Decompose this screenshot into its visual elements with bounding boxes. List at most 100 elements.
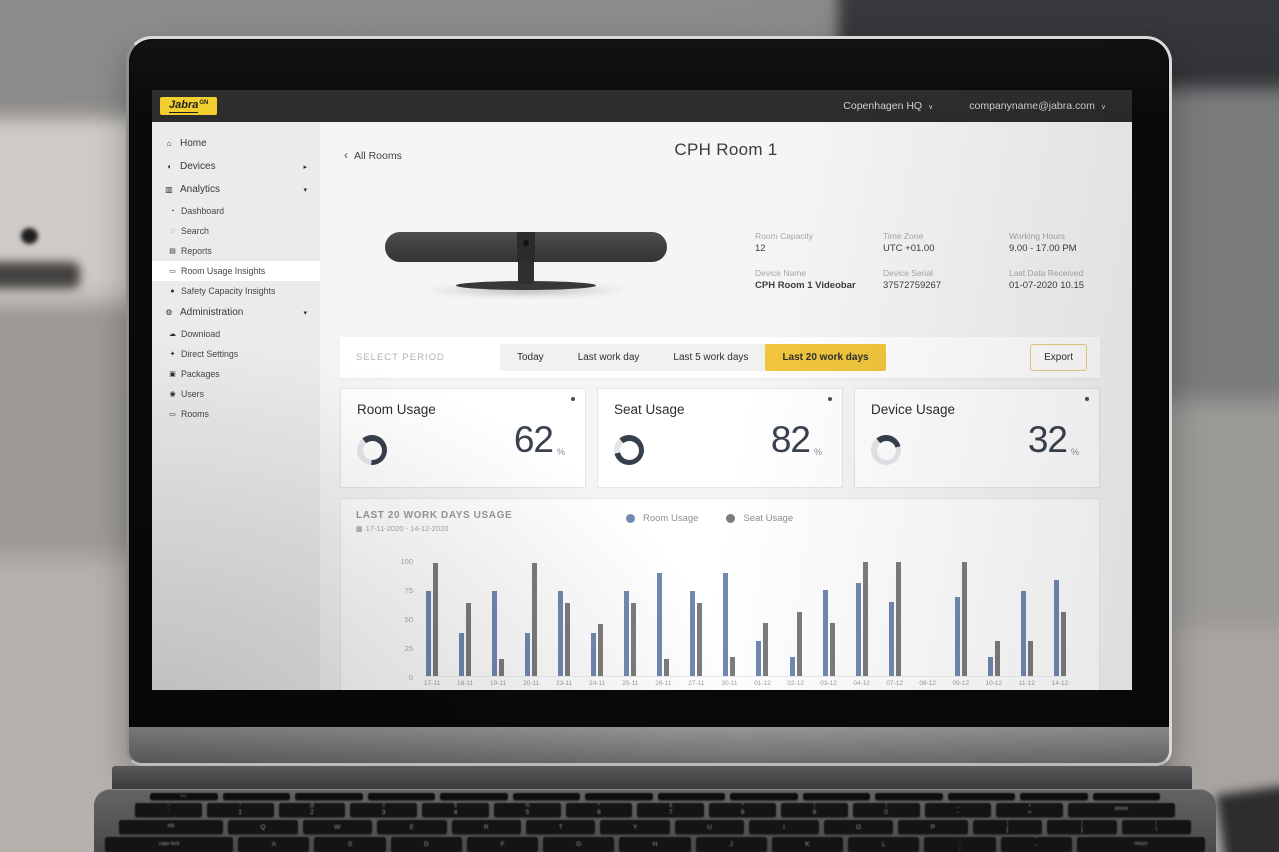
headset-icon: ◖ [166,162,172,171]
key-s: S [314,837,386,852]
bar-seat-usage [565,602,571,676]
key-a: A [238,837,310,852]
x-tick: 10-12 [985,680,1003,687]
back-link[interactable]: ‹ All Rooms [344,148,402,162]
sidebar-item-search[interactable]: ◌ Search [152,221,320,241]
key-d: D [390,837,462,852]
period-bar: SELECT PERIOD Today Last work day Last 5 w… [340,337,1100,378]
sidebar-item-download[interactable]: ☁ Download [152,324,320,344]
info-value: 37572759267 [883,280,942,291]
sidebar-item-label: Dashboard [181,206,225,216]
x-tick: 17-11 [423,680,441,687]
key-1: ! 1 [206,803,274,817]
org-selector[interactable]: Copenhagen HQ ∨ [843,100,933,112]
x-tick: 20-11 [523,680,540,687]
account-selector[interactable]: companyname@jabra.com ∨ [969,100,1106,112]
export-button[interactable]: Export [1030,344,1087,371]
key-6: ^ 6 [565,803,633,817]
bar-group-20-11: 20-11 [523,560,539,687]
info-dot-icon[interactable] [571,397,575,401]
bar-group-26-11: 26-11 [655,560,671,687]
period-option-last-work-day[interactable]: Last work day [577,352,640,363]
device-info-device-name: Device Name CPH Room 1 Videobar [755,268,883,291]
keyboard-row: ~ ` ! 1 @2 #3 $4 % 5 ^ 6 & 7 * 8 (9) 0 _ - + = delete [135,803,1175,817]
device-info-working-hours: Working Hours 9.00 - 17.00 PM [1009,231,1132,254]
sidebar-item-analytics[interactable]: ▥ Analytics ▾ [152,178,320,201]
usage-ring [357,435,387,465]
bar-room-usage [492,591,498,676]
key-u: U [674,819,745,835]
info-dot-icon[interactable] [1085,397,1089,401]
bar-room-usage [789,657,795,676]
sidebar-item-label: Rooms [181,409,209,419]
dashboard-icon: ◔ [170,207,175,215]
jabra-logo[interactable]: JabraGN [160,96,218,116]
usage-unit: % [1070,447,1079,457]
sidebar-item-dashboard[interactable]: ◔ Dashboard [152,201,320,221]
info-value: 12 [755,243,766,254]
bar-seat-usage [862,562,868,676]
bar-group-18-11: 18-11 [457,560,473,687]
bar-room-usage [987,657,993,676]
sidebar-item-devices[interactable]: ◖ Devices ▸ [152,155,320,178]
period-option-last-5-work-days[interactable]: Last 5 work days [673,352,749,363]
bar-group-03-12: 03-12 [820,560,837,687]
sidebar-item-safety-capacity-insights[interactable]: ● Safety Capacity Insights [152,281,320,301]
card-seat-usage: Seat Usage 82% [597,388,843,488]
key-fn: | \ [1121,819,1192,835]
key-r: R [451,819,521,835]
key-8: * 8 [709,803,777,817]
key-return: return [1076,837,1206,852]
key-esc: esc [150,793,218,801]
sidebar-item-administration[interactable]: ⚙ Administration ▾ [152,301,320,324]
key-fn [295,793,363,801]
chart-legend: Room Usage Seat Usage [626,513,793,524]
bar-group-02-12: 02-12 [787,560,804,687]
sidebar-item-label: Users [181,389,204,399]
usage-ring [614,435,644,465]
info-dot-icon[interactable] [828,397,832,401]
bar-seat-usage [532,563,538,676]
sidebar-item-room-usage-insights[interactable]: ▭ Room Usage Insights [152,261,320,281]
sidebar-item-packages[interactable]: ▣ Packages [152,364,320,384]
info-label: Working Hours [1009,231,1066,241]
sidebar-item-direct-settings[interactable]: ✦ Direct Settings [152,344,320,364]
y-tick: 25 [404,644,413,653]
x-tick: 24-11 [589,680,606,687]
key-e: E [377,819,447,835]
key-fn [440,793,508,801]
bar-room-usage [624,591,630,676]
x-tick: 30-11 [721,680,738,687]
key-fn [947,793,1015,801]
x-tick: 04-12 [853,680,870,687]
bar-group-14-12: 14-12 [1052,560,1068,687]
key-fn [657,793,725,801]
y-tick: 75 [404,586,413,595]
sidebar-item-users[interactable]: ◉ Users [152,384,320,404]
x-tick: 07-12 [886,680,903,687]
period-option-last-20-work-days[interactable]: Last 20 work days [765,344,886,371]
key-5: % 5 [493,803,561,817]
sidebar-item-home[interactable]: ⌂ Home [152,132,320,155]
chevron-down-icon: ∨ [928,104,934,111]
info-value: UTC +01.00 [883,243,935,254]
bar-group-04-12: 04-12 [853,560,870,687]
sidebar-item-label: Home [180,138,207,149]
legend-dot-icon [726,514,736,523]
bar-room-usage [855,583,861,676]
sidebar-item-rooms[interactable]: ▭ Rooms [152,404,320,424]
sidebar-item-reports[interactable]: ▤ Reports [152,241,320,261]
key-tab: tab [118,819,224,835]
period-option-today[interactable]: Today [517,352,544,363]
key-fn: _ - [924,803,992,817]
x-tick: 27-11 [688,680,705,687]
sidebar-item-label: Devices [180,161,216,172]
key-fn [1020,793,1088,801]
key-fn: }] [1047,819,1117,835]
info-label: Device Name [755,268,807,278]
bar-room-usage [1020,591,1026,676]
x-tick: 25-11 [622,680,639,687]
bar-group-07-12: 07-12 [886,560,903,687]
info-value: CPH Room 1 Videobar [755,280,856,291]
key-fn [367,793,435,801]
